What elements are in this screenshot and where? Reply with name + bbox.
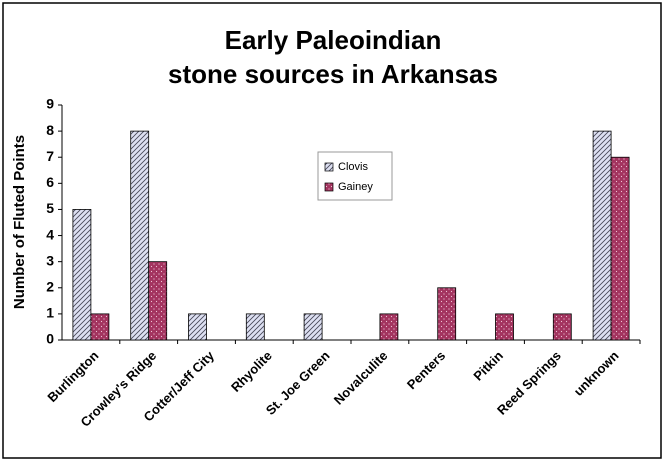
legend-label: Gainey xyxy=(338,181,373,193)
y-axis-label: Number of Fluted Points xyxy=(11,135,28,309)
bar xyxy=(245,313,265,341)
chart-frame xyxy=(2,2,662,459)
bar xyxy=(552,313,572,341)
bar xyxy=(148,261,168,341)
bar xyxy=(130,130,150,341)
y-tick-label: 4 xyxy=(46,226,54,242)
chart-title: stone sources in Arkansas xyxy=(168,59,498,89)
legend-swatch xyxy=(324,182,334,192)
y-tick-label: 0 xyxy=(46,331,54,347)
legend-swatch xyxy=(324,162,334,172)
bar xyxy=(437,287,457,341)
bar xyxy=(495,313,514,341)
bar xyxy=(303,313,323,341)
bar xyxy=(90,313,110,341)
y-tick-label: 2 xyxy=(46,278,54,294)
y-tick-label: 5 xyxy=(46,200,54,216)
legend-label: Clovis xyxy=(338,161,368,173)
bar xyxy=(379,313,399,341)
legend-box xyxy=(317,151,393,201)
y-tick-label: 1 xyxy=(46,305,54,321)
bar xyxy=(188,313,207,341)
y-tick-label: 9 xyxy=(46,96,54,112)
y-tick-label: 8 xyxy=(46,122,54,138)
y-tick-label: 7 xyxy=(46,148,54,164)
chart-title: Early Paleoindian xyxy=(225,25,442,55)
y-tick-label: 3 xyxy=(46,252,54,268)
y-tick-label: 6 xyxy=(46,174,54,190)
bar xyxy=(610,156,630,341)
bar xyxy=(592,130,612,341)
bar xyxy=(72,209,92,341)
